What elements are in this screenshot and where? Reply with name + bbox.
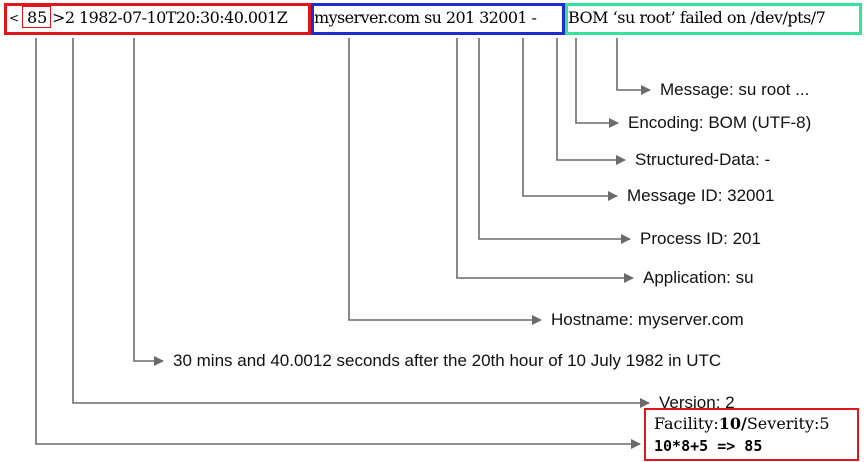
label-process-id: Process ID: 201 <box>640 229 761 248</box>
label-message-id: Message ID: 32001 <box>627 186 775 205</box>
connector-timestamp <box>133 38 164 366</box>
header-box-priority-timestamp <box>4 3 311 35</box>
header-box-host-app <box>311 3 565 35</box>
facility-value: 10 <box>718 414 741 433</box>
header-priority: 85 <box>27 8 48 27</box>
facility-severity-box: Facility:10/Severity:5 10*8+5 => 85 <box>644 408 859 461</box>
connector-message <box>616 38 651 95</box>
severity-value: 5 <box>819 414 830 433</box>
label-encoding: Encoding: BOM (UTF-8) <box>628 113 812 132</box>
facility-label: Facility: <box>654 414 719 433</box>
connector-process-id <box>478 38 631 244</box>
priority-calculation: 10*8+5 => 85 <box>654 437 763 455</box>
header-box-message <box>565 3 862 35</box>
label-application: Application: su <box>643 268 754 287</box>
severity-label: Severity: <box>746 414 820 433</box>
connector-application <box>456 38 634 283</box>
connector-facility <box>35 38 641 449</box>
label-hostname: Hostname: myserver.com <box>551 310 744 329</box>
label-structured-data: Structured-Data: - <box>635 150 771 169</box>
facility-separator: / <box>741 414 747 433</box>
label-message: Message: su root ... <box>660 80 810 99</box>
header-message: BOM ‘su root’ failed on /dev/pts/7 <box>568 8 826 27</box>
header-version-timestamp: >2 1982-07-10T20:30:40.001Z <box>52 8 288 27</box>
header-host-app-pid: myserver.com su 201 32001 - <box>314 8 537 27</box>
connector-version <box>72 38 650 408</box>
header-lt: < <box>9 11 20 25</box>
connector-encoding <box>575 38 619 128</box>
connector-structured-data <box>556 38 626 165</box>
facility-severity-line: Facility:10/Severity:5 <box>654 414 830 434</box>
label-timestamp: 30 mins and 40.0012 seconds after the 20… <box>173 351 722 370</box>
connector-message-id <box>522 38 618 201</box>
connector-hostname <box>348 38 542 325</box>
priority-inner-box <box>22 6 51 28</box>
label-version: Version: 2 <box>659 393 735 412</box>
